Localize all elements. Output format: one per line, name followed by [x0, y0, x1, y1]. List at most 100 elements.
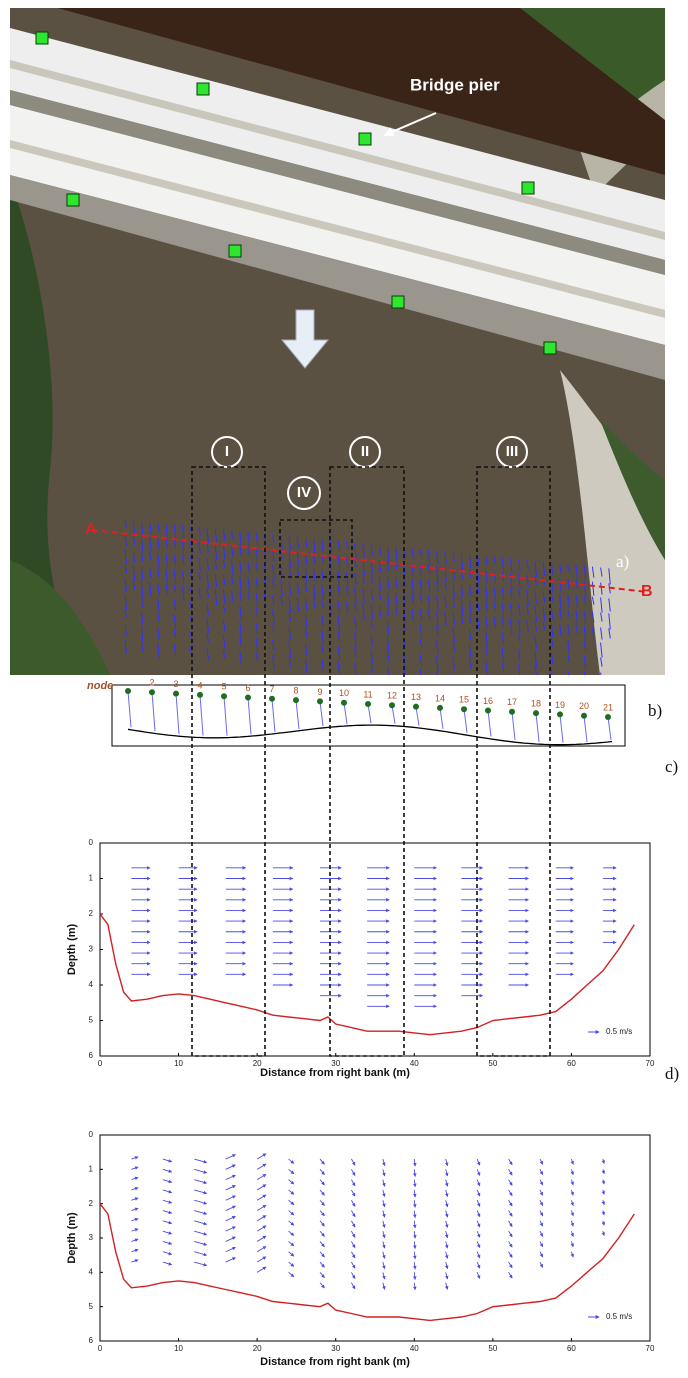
y-tick-label: 6: [89, 1051, 94, 1060]
y-tick-label: 5: [89, 1016, 94, 1025]
velocity-vector: [194, 1179, 208, 1185]
node: [437, 704, 443, 711]
velocity-vector: [601, 1210, 606, 1216]
velocity-vector: [476, 1200, 481, 1207]
velocity-vector: [570, 1169, 574, 1176]
velocity-vector: [194, 1158, 208, 1164]
velocity-vector: [508, 1210, 513, 1217]
x-tick-label: 70: [646, 1344, 655, 1353]
velocity-vector: [444, 1241, 449, 1249]
velocity-vector: [256, 1184, 267, 1191]
velocity-vector: [288, 1168, 295, 1175]
node: [149, 689, 155, 696]
velocity-vector: [508, 1158, 513, 1166]
velocity-vector: [256, 1225, 267, 1232]
velocity-vector: [382, 1200, 386, 1208]
velocity-vector: [476, 1158, 481, 1166]
velocity-vector: [288, 1251, 295, 1257]
velocity-vector: [256, 1256, 267, 1263]
velocity-vector: [601, 1189, 606, 1195]
node-vector: [391, 705, 396, 724]
velocity-vector: [319, 1189, 325, 1196]
section-line: [91, 529, 649, 593]
x-tick-label: 60: [567, 1059, 576, 1068]
velocity-vector: [319, 1241, 325, 1248]
node-vector: [271, 698, 276, 733]
velocity-vector: [288, 1230, 295, 1236]
velocity-vector: [508, 1220, 513, 1228]
x-tick-label: 0: [98, 1059, 103, 1068]
velocity-vector: [131, 1156, 139, 1160]
velocity-vector: [413, 1210, 417, 1219]
panel-label: b): [648, 701, 662, 720]
velocity-vector: [319, 1220, 325, 1227]
x-tick-label: 40: [410, 1059, 419, 1068]
velocity-vector: [194, 1261, 208, 1267]
velocity-vector: [413, 1200, 417, 1208]
velocity-vector: [194, 1210, 208, 1215]
velocity-vector: [382, 1231, 386, 1239]
velocity-vector: [444, 1261, 449, 1270]
y-tick-label: 1: [89, 1164, 94, 1173]
section-start: A: [85, 521, 97, 538]
velocity-vector: [194, 1220, 208, 1226]
velocity-vector: [444, 1200, 449, 1208]
velocity-vector: [444, 1210, 449, 1218]
node-vector: [343, 702, 348, 725]
node-vector: [607, 716, 612, 741]
node-label: 17: [507, 697, 517, 707]
velocity-vector: [508, 1199, 513, 1207]
node-label: 16: [483, 696, 493, 706]
velocity-vector: [476, 1169, 481, 1177]
velocity-vector: [194, 1230, 208, 1236]
velocity-vector: [601, 1200, 606, 1206]
node-vector: [583, 715, 588, 743]
node-label: 10: [339, 688, 349, 698]
node-vector: [295, 700, 300, 730]
region-boxes: [191, 466, 551, 1057]
node-vector: [439, 707, 444, 729]
velocity-vector: [539, 1261, 544, 1268]
velocity-vector: [351, 1261, 356, 1269]
node-label: 20: [579, 701, 589, 711]
velocity-vector: [539, 1200, 544, 1207]
velocity-vector: [225, 1154, 236, 1160]
velocity-vector: [256, 1246, 267, 1253]
velocity-vector: [162, 1189, 173, 1194]
velocity-vector: [476, 1241, 481, 1249]
y-tick-label: 3: [89, 945, 94, 954]
velocity-vector: [351, 1169, 356, 1177]
velocity-vector: [444, 1189, 449, 1198]
velocity-vector: [131, 1176, 139, 1181]
node: [269, 695, 275, 702]
velocity-vector: [131, 1217, 139, 1222]
velocity-vector: [444, 1282, 449, 1290]
velocity-vector: [162, 1210, 173, 1215]
velocity-vector: [288, 1261, 295, 1267]
y-axis-title: Depth (m): [66, 924, 78, 976]
velocity-vector: [539, 1169, 544, 1176]
velocity-vector: [319, 1230, 325, 1237]
velocity-vector: [256, 1235, 267, 1242]
velocity-vector: [476, 1230, 481, 1238]
velocity-vector: [162, 1199, 173, 1204]
velocity-vector: [413, 1282, 417, 1291]
velocity-vector: [539, 1179, 544, 1186]
velocity-vector: [351, 1251, 356, 1259]
node-vector: [367, 703, 372, 724]
y-tick-label: 0: [89, 1130, 94, 1139]
velocity-vector: [539, 1210, 544, 1217]
velocity-vector: [413, 1169, 417, 1177]
node-label: 18: [531, 698, 541, 708]
node-label: 21: [603, 702, 613, 712]
bed-line: [127, 724, 613, 746]
velocity-vector: [194, 1199, 208, 1205]
velocity-vector: [444, 1231, 449, 1239]
velocity-vector: [476, 1261, 481, 1269]
velocity-vector: [256, 1266, 267, 1273]
node-label: 6: [245, 683, 250, 693]
velocity-vector: [539, 1241, 544, 1248]
velocity-vector: [288, 1179, 295, 1185]
flow-arrow: [280, 309, 330, 369]
velocity-vector: [225, 1236, 236, 1242]
